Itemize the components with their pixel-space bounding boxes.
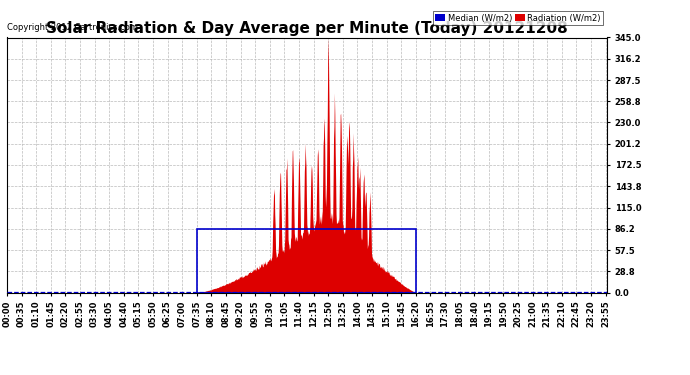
Title: Solar Radiation & Day Average per Minute (Today) 20121208: Solar Radiation & Day Average per Minute… — [46, 21, 568, 36]
Legend: Median (W/m2), Radiation (W/m2): Median (W/m2), Radiation (W/m2) — [433, 11, 603, 25]
Text: Copyright 2012 Cartronics.com: Copyright 2012 Cartronics.com — [7, 23, 138, 32]
Bar — [197, 229, 415, 292]
